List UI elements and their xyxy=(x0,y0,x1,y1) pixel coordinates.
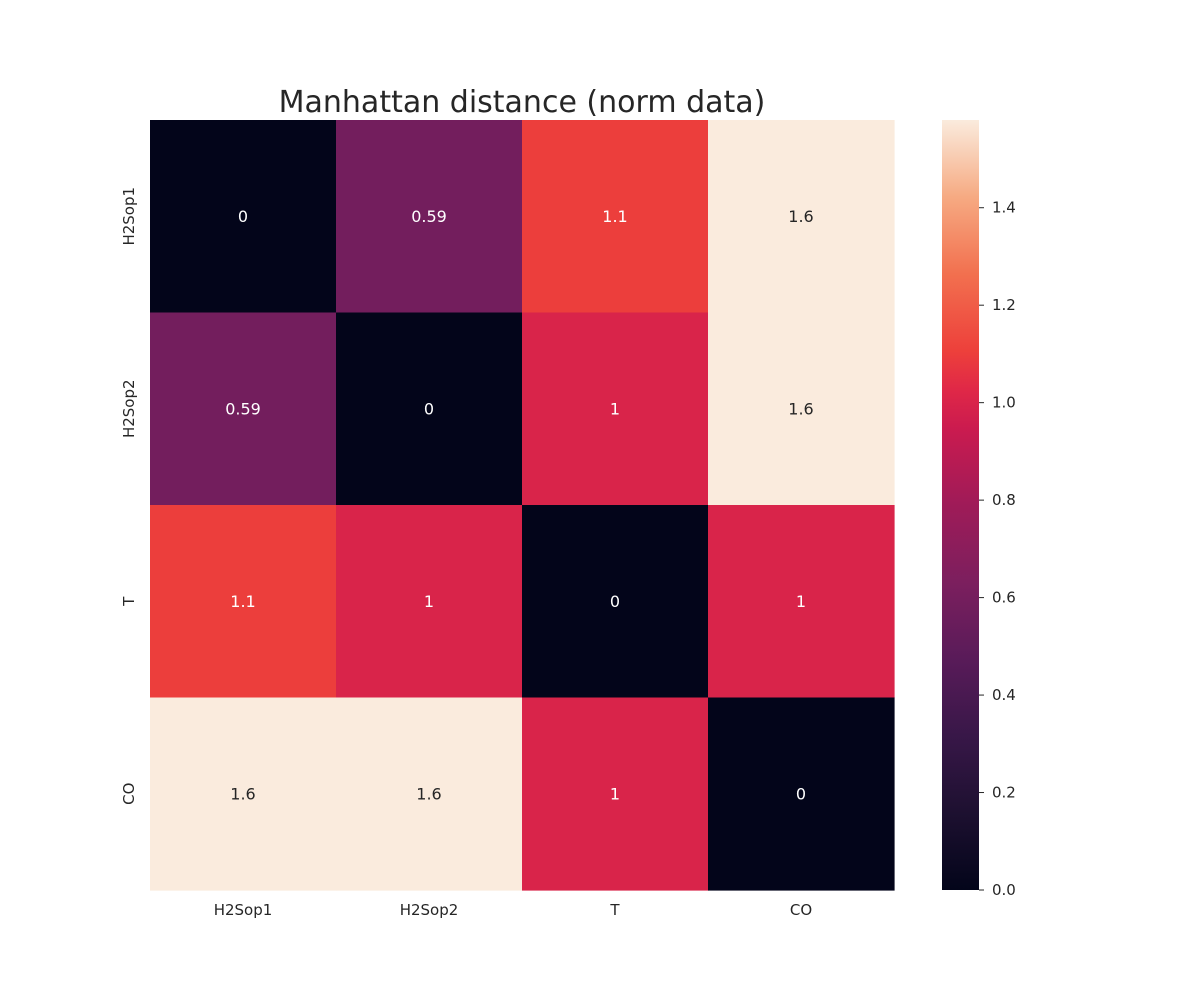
y-tick-label: CO xyxy=(120,783,138,805)
cell-value-label: 0 xyxy=(610,592,620,611)
chart-title: Manhattan distance (norm data) xyxy=(279,85,766,120)
colorbar-tick-labels: 0.0 0.2 0.4 0.6 0.8 1.0 1.2 1.4 xyxy=(979,199,1016,899)
x-tick-label: H2Sop2 xyxy=(400,901,459,919)
x-axis-tick-labels: H2Sop1 H2Sop2 T CO xyxy=(214,901,812,919)
heatmap-cell xyxy=(150,697,337,891)
cell-value-label: 1.6 xyxy=(788,399,813,418)
colorbar xyxy=(942,120,979,890)
cell-value-label: 1.6 xyxy=(416,784,441,803)
heatmap-cell xyxy=(708,312,895,506)
colorbar-tick-label: 0.0 xyxy=(992,881,1016,899)
heatmap-cell xyxy=(150,312,337,506)
cell-value-label: 1 xyxy=(610,399,620,418)
heatmap-cell xyxy=(522,505,709,699)
y-tick-label: T xyxy=(120,596,138,607)
cell-value-label: 0.59 xyxy=(411,207,447,226)
cell-value-label: 1.6 xyxy=(788,207,813,226)
y-tick-label: H2Sop1 xyxy=(120,187,138,246)
heatmap-cell xyxy=(522,312,709,506)
colorbar-tick-label: 1.4 xyxy=(992,199,1016,217)
cell-value-label: 1 xyxy=(610,784,620,803)
heatmap-cell xyxy=(336,120,523,314)
y-tick-label: H2Sop2 xyxy=(120,379,138,438)
heatmap-cell xyxy=(336,312,523,506)
heatmap-cell xyxy=(708,697,895,891)
y-axis-tick-labels: H2Sop1 H2Sop2 T CO xyxy=(120,187,138,805)
colorbar-tick-label: 0.8 xyxy=(992,491,1016,509)
cell-value-label: 1.1 xyxy=(602,207,627,226)
x-tick-label: H2Sop1 xyxy=(214,901,273,919)
cell-value-label: 1.1 xyxy=(230,592,255,611)
colorbar-tick-label: 0.4 xyxy=(992,686,1016,704)
heatmap-cell xyxy=(522,120,709,314)
heatmap-cell xyxy=(708,505,895,699)
cell-value-label: 0 xyxy=(796,784,806,803)
x-tick-label: T xyxy=(609,901,620,919)
colorbar-tick-label: 1.0 xyxy=(992,394,1016,412)
colorbar-gradient xyxy=(942,120,979,890)
heatmap-annotations: 0 0.59 1.1 1.6 0.59 0 1 1.6 1.1 1 0 1 1.6 1.6 1 0 xyxy=(225,207,814,804)
cell-value-label: 0 xyxy=(238,207,248,226)
cell-value-label: 0 xyxy=(424,399,434,418)
cell-value-label: 1 xyxy=(796,592,806,611)
heatmap-cell xyxy=(150,120,337,314)
heatmap-cells xyxy=(150,120,895,891)
colorbar-tick-label: 0.6 xyxy=(992,589,1016,607)
cell-value-label: 1 xyxy=(424,592,434,611)
heatmap-cell xyxy=(708,120,895,314)
heatmap-cell xyxy=(522,697,709,891)
heatmap-cell xyxy=(336,697,523,891)
heatmap-cell xyxy=(150,505,337,699)
x-tick-label: CO xyxy=(790,901,812,919)
heatmap-cell xyxy=(336,505,523,699)
colorbar-tick-label: 1.2 xyxy=(992,296,1016,314)
cell-value-label: 0.59 xyxy=(225,399,261,418)
colorbar-tick-label: 0.2 xyxy=(992,784,1016,802)
cell-value-label: 1.6 xyxy=(230,784,255,803)
